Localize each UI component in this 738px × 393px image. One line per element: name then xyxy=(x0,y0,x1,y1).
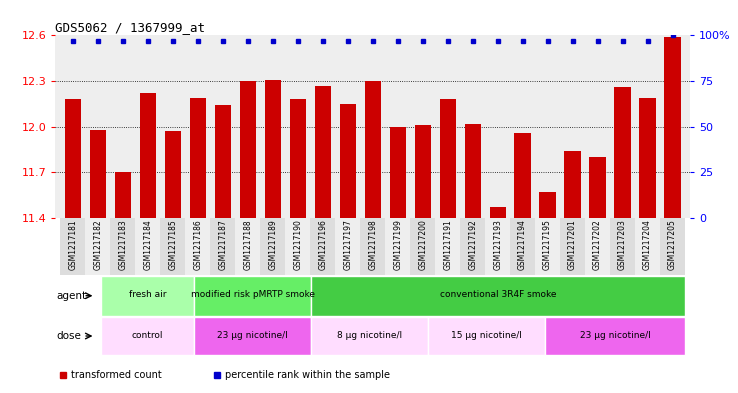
Bar xyxy=(100,317,194,355)
Text: 23 μg nicotine/l: 23 μg nicotine/l xyxy=(580,331,651,340)
Bar xyxy=(139,93,156,218)
Bar xyxy=(289,99,306,218)
Text: GSM1217201: GSM1217201 xyxy=(568,219,577,270)
Bar xyxy=(185,218,210,275)
Bar xyxy=(100,276,194,316)
Text: GSM1217197: GSM1217197 xyxy=(343,219,352,270)
Bar xyxy=(114,173,131,218)
Text: GSM1217191: GSM1217191 xyxy=(443,219,452,270)
Bar xyxy=(514,133,531,218)
Bar xyxy=(190,98,206,218)
Text: GSM1217188: GSM1217188 xyxy=(244,219,252,270)
Text: transformed count: transformed count xyxy=(71,370,162,380)
Text: fresh air: fresh air xyxy=(128,290,166,299)
Bar xyxy=(415,125,431,218)
Text: GSM1217190: GSM1217190 xyxy=(293,219,303,270)
Text: agent: agent xyxy=(57,291,87,301)
Bar xyxy=(435,218,461,275)
Bar xyxy=(440,99,456,218)
Bar xyxy=(610,218,635,275)
Bar xyxy=(615,87,631,218)
Text: GSM1217205: GSM1217205 xyxy=(668,219,677,270)
Bar xyxy=(360,218,385,275)
Bar xyxy=(235,218,261,275)
Text: GSM1217183: GSM1217183 xyxy=(118,219,128,270)
Bar xyxy=(510,218,535,275)
Text: GSM1217204: GSM1217204 xyxy=(643,219,652,270)
Bar xyxy=(160,218,185,275)
Text: GSM1217198: GSM1217198 xyxy=(368,219,377,270)
Text: GSM1217189: GSM1217189 xyxy=(268,219,277,270)
Bar xyxy=(311,317,428,355)
Bar xyxy=(565,151,581,218)
Bar xyxy=(240,81,256,218)
Bar xyxy=(390,127,406,218)
Bar xyxy=(61,218,86,275)
Bar xyxy=(86,218,110,275)
Bar xyxy=(194,276,311,316)
Text: GSM1217194: GSM1217194 xyxy=(518,219,527,270)
Bar xyxy=(90,130,106,218)
Text: 15 μg nicotine/l: 15 μg nicotine/l xyxy=(451,331,522,340)
Bar xyxy=(165,131,181,218)
Text: 8 μg nicotine/l: 8 μg nicotine/l xyxy=(337,331,402,340)
Text: GSM1217187: GSM1217187 xyxy=(218,219,227,270)
Bar xyxy=(285,218,310,275)
Text: 23 μg nicotine/l: 23 μg nicotine/l xyxy=(217,331,288,340)
Text: GSM1217200: GSM1217200 xyxy=(418,219,427,270)
Bar xyxy=(664,37,680,218)
Bar xyxy=(65,99,81,218)
Bar xyxy=(339,104,356,218)
Text: GSM1217182: GSM1217182 xyxy=(93,219,103,270)
Text: GSM1217181: GSM1217181 xyxy=(69,219,77,270)
Text: GSM1217186: GSM1217186 xyxy=(193,219,202,270)
Bar xyxy=(461,218,485,275)
Bar xyxy=(385,218,410,275)
Bar xyxy=(210,218,235,275)
Bar xyxy=(535,218,560,275)
Text: modified risk pMRTP smoke: modified risk pMRTP smoke xyxy=(190,290,314,299)
Text: GSM1217185: GSM1217185 xyxy=(168,219,177,270)
Bar xyxy=(335,218,360,275)
Bar xyxy=(265,79,281,218)
Text: GSM1217192: GSM1217192 xyxy=(468,219,477,270)
Bar xyxy=(261,218,285,275)
Bar xyxy=(489,208,506,218)
Bar xyxy=(639,98,655,218)
Bar xyxy=(194,317,311,355)
Text: control: control xyxy=(131,331,163,340)
Bar xyxy=(464,124,480,218)
Text: GSM1217202: GSM1217202 xyxy=(593,219,602,270)
Text: GSM1217195: GSM1217195 xyxy=(543,219,552,270)
Text: GSM1217199: GSM1217199 xyxy=(393,219,402,270)
Text: GSM1217196: GSM1217196 xyxy=(318,219,327,270)
Bar xyxy=(428,317,545,355)
Bar xyxy=(585,218,610,275)
Text: dose: dose xyxy=(57,331,82,341)
Bar xyxy=(314,86,331,218)
Bar xyxy=(215,105,231,218)
Bar xyxy=(365,81,381,218)
Bar xyxy=(110,218,135,275)
Text: GSM1217203: GSM1217203 xyxy=(618,219,627,270)
Text: GSM1217193: GSM1217193 xyxy=(493,219,502,270)
Bar xyxy=(635,218,660,275)
Bar xyxy=(545,317,686,355)
Bar xyxy=(311,276,686,316)
Bar xyxy=(485,218,510,275)
Text: percentile rank within the sample: percentile rank within the sample xyxy=(225,370,390,380)
Text: GDS5062 / 1367999_at: GDS5062 / 1367999_at xyxy=(55,21,205,34)
Bar xyxy=(135,218,160,275)
Bar xyxy=(410,218,435,275)
Bar xyxy=(560,218,585,275)
Text: GSM1217184: GSM1217184 xyxy=(143,219,152,270)
Bar xyxy=(660,218,685,275)
Bar xyxy=(590,157,606,218)
Bar xyxy=(539,192,556,218)
Text: conventional 3R4F smoke: conventional 3R4F smoke xyxy=(440,290,556,299)
Bar xyxy=(310,218,335,275)
